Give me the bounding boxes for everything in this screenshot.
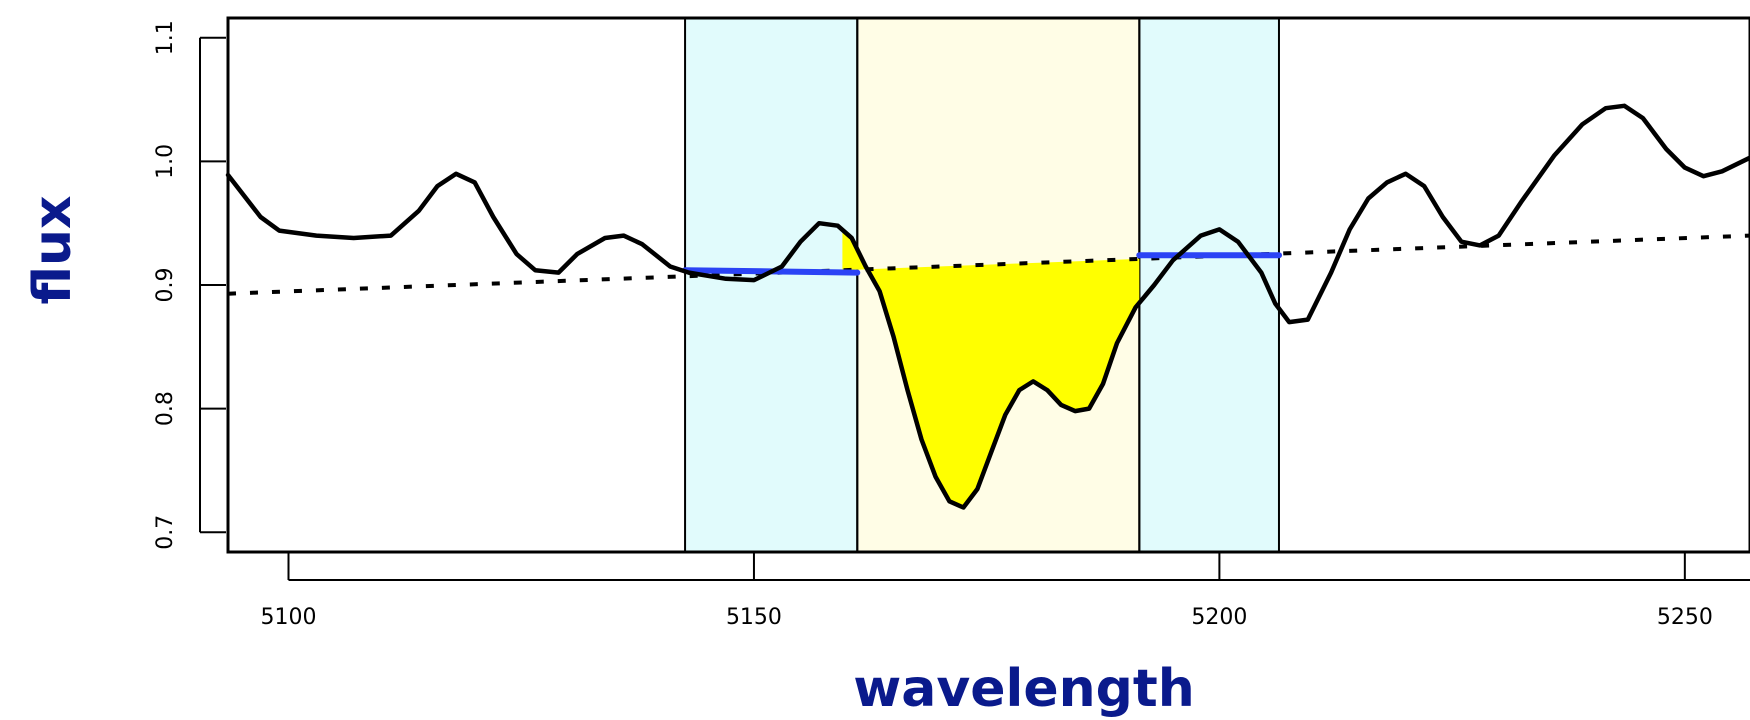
y-tick-label: 1.0 [153, 144, 178, 179]
x-tick-label: 5200 [1191, 605, 1247, 630]
y-tick-label: 0.7 [153, 515, 178, 550]
band-2 [1139, 18, 1279, 552]
line-layer [225, 103, 1750, 510]
y-tick-label: 0.8 [153, 391, 178, 426]
x-tick-label: 5150 [726, 605, 782, 630]
x-tick-label: 5250 [1657, 605, 1713, 630]
feature-fill [842, 229, 1140, 508]
plot-frame [226, 16, 1750, 554]
spectrum-line [225, 103, 1750, 510]
y-tick-label: 0.9 [153, 268, 178, 303]
x-tick-label: 5100 [261, 605, 317, 630]
fill-layer [842, 229, 1140, 508]
axis-layer: 0.7 0.8 0.9 1.0 1.1 5100 5150 5200 5250 [153, 20, 1750, 630]
y-tick-label: 1.1 [153, 20, 178, 55]
band-0 [685, 18, 858, 552]
y-axis-title: flux [23, 195, 83, 304]
x-axis-title: wavelength [853, 659, 1195, 719]
